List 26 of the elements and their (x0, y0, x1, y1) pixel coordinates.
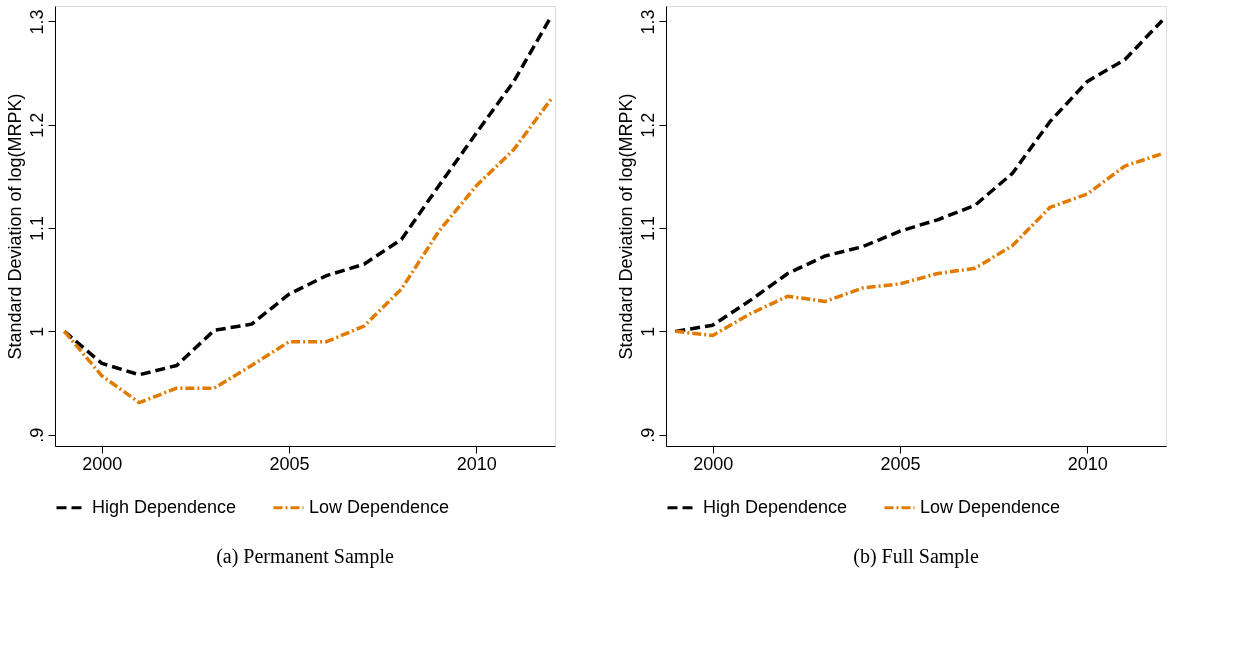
y-tick-label: .9 (637, 427, 658, 443)
x-tick-label: 2000 (693, 453, 734, 474)
y-tick-label: 1.3 (637, 9, 658, 35)
legend-label: Low Dependence (309, 496, 450, 517)
y-axis-title: Standard Deviation of log(MRPK) (615, 93, 636, 360)
x-tick-label: 2005 (880, 453, 921, 474)
y-tick-label: 1 (26, 326, 47, 337)
legend-label: High Dependence (92, 496, 237, 517)
y-tick-label: .9 (26, 427, 47, 443)
legend-label: High Dependence (703, 496, 848, 517)
y-tick-label: 1 (637, 326, 658, 337)
line-series (62, 97, 554, 405)
line-series (673, 18, 1165, 334)
y-tick-label: 1.1 (26, 216, 47, 242)
x-tick-label: 2000 (82, 453, 123, 474)
y-tick-label: 1.2 (637, 112, 658, 138)
x-tick-label: 2010 (456, 453, 497, 474)
y-axis-title: Standard Deviation of log(MRPK) (4, 93, 25, 360)
y-tick-label: 1.1 (637, 216, 658, 242)
y-tick-label: 1.2 (26, 112, 47, 138)
text: (b) Full Sample (853, 545, 979, 568)
text: (a) Permanent Sample (216, 545, 394, 568)
x-tick-label: 2005 (269, 453, 310, 474)
x-tick-label: 2010 (1067, 453, 1108, 474)
legend-label: Low Dependence (920, 496, 1061, 517)
y-tick-label: 1.3 (26, 9, 47, 35)
